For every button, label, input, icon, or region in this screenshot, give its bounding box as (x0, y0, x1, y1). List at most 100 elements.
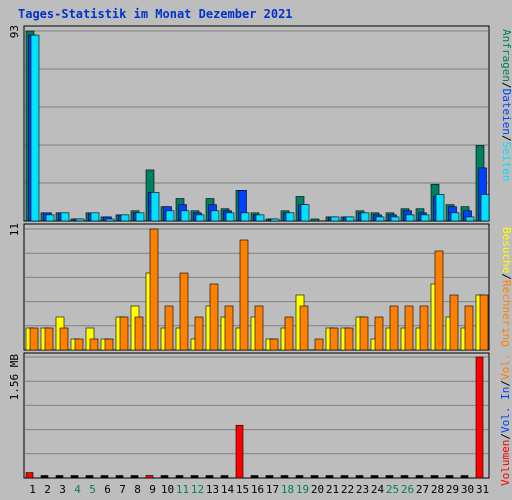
bar-anfragen-day-20 (310, 218, 320, 222)
x-tick-label-day-24: 24 (371, 483, 385, 496)
top-legend: Anfragen/Dateien/Seiten (500, 29, 512, 181)
bar-volumen-day-22 (340, 475, 349, 479)
bar-seiten-day-18 (285, 212, 295, 222)
bar-rechner-day-20 (314, 338, 324, 351)
top-legend-separator: / (500, 135, 512, 142)
bar-seiten-day-27 (420, 214, 430, 222)
bar-rechner-day-15 (239, 239, 249, 351)
bottom-legend: Volumen/Vol. In/Vol. Out (499, 327, 512, 486)
middle-legend-separator: / (500, 273, 512, 280)
bar-volumen-day-4 (70, 475, 79, 479)
bar-rechner-day-23 (359, 316, 369, 351)
chart-title: Tages-Statistik im Monat Dezember 2021 (18, 7, 293, 21)
bar-rechner-day-21 (329, 327, 339, 351)
bar-rechner-day-2 (44, 327, 54, 351)
x-tick-label-day-27: 27 (416, 483, 429, 496)
bar-volumen-day-23 (355, 475, 364, 479)
bar-rechner-day-30 (464, 305, 474, 351)
x-tick-label-day-2: 2 (44, 483, 51, 496)
bar-seiten-day-22 (345, 216, 355, 222)
top-max-label: 93 (8, 25, 21, 38)
x-tick-label-day-10: 10 (161, 483, 174, 496)
x-tick-label-day-5: 5 (89, 483, 96, 496)
x-tick-label-day-19: 19 (296, 483, 309, 496)
bar-seiten-day-11 (180, 210, 190, 222)
bar-volumen-day-14 (220, 475, 229, 479)
bar-seiten-day-31 (480, 194, 490, 222)
bar-seiten-day-3 (60, 212, 70, 222)
bar-rechner-day-31 (479, 294, 489, 351)
bar-volumen-day-11 (175, 475, 184, 479)
bar-rechner-day-6 (104, 338, 114, 351)
bar-volumen-day-27 (415, 475, 424, 479)
bar-seiten-day-26 (405, 214, 415, 222)
x-tick-label-day-21: 21 (326, 483, 339, 496)
x-tick-label-day-11: 11 (176, 483, 189, 496)
bar-seiten-day-5 (90, 212, 100, 222)
bar-seiten-day-29 (450, 212, 460, 222)
x-tick-label-day-28: 28 (431, 483, 444, 496)
bar-seiten-day-17 (270, 218, 280, 222)
bar-seiten-day-23 (360, 212, 370, 222)
x-tick-label-day-15: 15 (236, 483, 249, 496)
bottom-legend-separator: / (499, 433, 512, 440)
top-legend-item: Seiten (500, 142, 512, 182)
bar-volumen-day-13 (205, 475, 214, 479)
bar-seiten-day-16 (255, 214, 265, 222)
bar-rechner-day-18 (284, 316, 294, 351)
x-tick-label-day-1: 1 (29, 483, 36, 496)
x-tick-label-day-3: 3 (59, 483, 66, 496)
bar-volumen-day-30 (460, 475, 469, 479)
bar-seiten-day-12 (195, 214, 205, 222)
bar-volumen-day-3 (55, 475, 64, 479)
x-tick-label-day-17: 17 (266, 483, 279, 496)
x-tick-label-day-22: 22 (341, 483, 354, 496)
bar-rechner-day-8 (134, 316, 144, 351)
bar-volumen-day-6 (100, 475, 109, 479)
bar-seiten-day-15 (240, 212, 250, 222)
bar-volumen-day-28 (430, 475, 439, 479)
bar-volumen-day-21 (325, 475, 334, 479)
x-tick-label-day-12: 12 (191, 483, 204, 496)
x-tick-label-day-31: 31 (476, 483, 489, 496)
bar-seiten-day-21 (330, 216, 340, 222)
bar-volumen-day-16 (250, 475, 259, 479)
bar-rechner-day-29 (449, 294, 459, 351)
bar-seiten-day-2 (45, 214, 55, 222)
bar-rechner-day-9 (149, 228, 159, 351)
bar-volumen-day-1 (25, 472, 34, 479)
bar-rechner-day-13 (209, 283, 219, 351)
bar-seiten-day-7 (120, 214, 130, 222)
x-tick-label-day-18: 18 (281, 483, 294, 496)
bar-seiten-day-1 (30, 34, 40, 222)
bottom-legend-item: Vol. In (499, 387, 512, 433)
middle-legend-item: Besuche (500, 227, 512, 273)
bar-rechner-day-17 (269, 338, 279, 351)
bar-volumen-day-26 (400, 475, 409, 479)
bar-volumen-day-8 (130, 475, 139, 479)
bar-volumen-day-15 (235, 424, 244, 479)
bar-volumen-day-5 (85, 475, 94, 479)
middle-max-label: 11 (8, 223, 21, 236)
bar-seiten-day-9 (150, 192, 160, 222)
bar-seiten-day-6 (105, 218, 115, 222)
bar-volumen-day-12 (190, 475, 199, 479)
bottom-legend-separator: / (499, 380, 512, 387)
x-tick-label-day-8: 8 (134, 483, 141, 496)
bar-volumen-day-24 (370, 475, 379, 479)
bar-volumen-day-29 (445, 475, 454, 479)
x-tick-label-day-20: 20 (311, 483, 324, 496)
bar-rechner-day-19 (299, 305, 309, 351)
bar-seiten-day-13 (210, 210, 220, 222)
bar-rechner-day-7 (119, 316, 129, 351)
bar-rechner-day-5 (89, 338, 99, 351)
middle-legend: Besuche/Rechner (500, 227, 512, 327)
x-tick-label-day-25: 25 (386, 483, 399, 496)
bottom-legend-item: Volumen (499, 440, 512, 486)
bar-volumen-day-19 (295, 475, 304, 479)
bar-rechner-day-14 (224, 305, 234, 351)
bar-volumen-day-9 (145, 475, 154, 479)
bar-rechner-day-26 (404, 305, 414, 351)
